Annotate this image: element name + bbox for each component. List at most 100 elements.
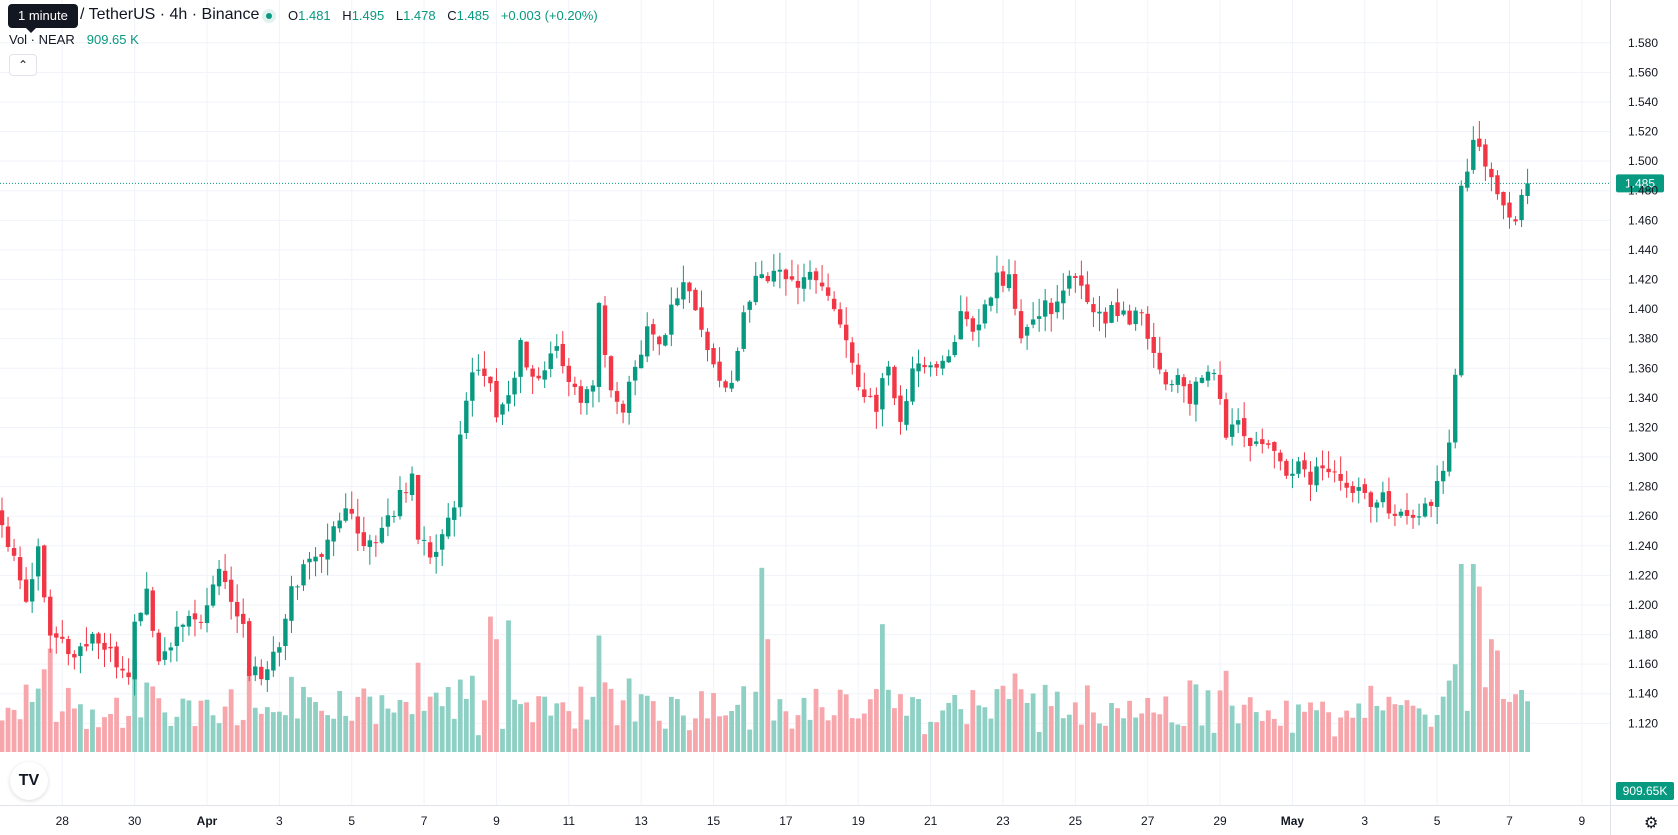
candle-body [910, 368, 915, 402]
symbol-title[interactable]: / TetherUS · 4h · Binance [80, 6, 260, 23]
volume-bar [17, 719, 23, 752]
candle-body [512, 377, 517, 395]
price-tick-label: 1.400 [1628, 302, 1658, 316]
candle-body [1193, 381, 1199, 405]
volume-bar [427, 696, 433, 752]
volume-bar [650, 701, 656, 752]
candle-body [132, 621, 137, 680]
volume-bar [246, 668, 252, 752]
tradingview-logo[interactable]: TV [10, 762, 48, 800]
volume-bar [1006, 699, 1012, 752]
volume-bar [1416, 708, 1422, 752]
candle-body [1489, 168, 1494, 178]
candle-body [952, 342, 957, 356]
candle-body [367, 540, 373, 547]
volume-bar [102, 717, 107, 752]
chevron-up-icon: ⌃ [17, 58, 29, 72]
candle-body [1320, 465, 1325, 469]
price-tick-label: 1.540 [1628, 95, 1658, 109]
volume-bar [1115, 708, 1120, 752]
candle-body [1326, 468, 1331, 473]
price-tick-label: 1.300 [1628, 450, 1658, 464]
time-tick-label: 3 [1361, 814, 1368, 828]
candle-body [886, 366, 891, 376]
volume-bar [1139, 713, 1145, 752]
volume-bar [488, 616, 493, 752]
volume-bar [602, 682, 608, 752]
candle-body [1495, 175, 1500, 195]
candle-body [572, 383, 578, 387]
last-price-line: 1.485 909.65K [0, 174, 1674, 800]
time-tick-label: 9 [1579, 814, 1586, 828]
collapse-legend-button[interactable]: ⌃ [9, 54, 37, 76]
last-price-label: 1.485 [1625, 176, 1655, 190]
candle-body [554, 346, 559, 351]
volume-bar [729, 710, 735, 752]
candle-body [120, 668, 125, 671]
volume-bar [270, 712, 276, 752]
volume-bar [108, 713, 113, 752]
volume-bar [1000, 685, 1006, 752]
volume-bar [910, 697, 915, 752]
volume-bar [879, 624, 885, 752]
volume-bar [343, 715, 349, 752]
volume-bar [982, 707, 988, 752]
volume-bar [463, 698, 469, 752]
candle-body [831, 298, 837, 310]
volume-bar [843, 694, 849, 752]
volume-bar [391, 712, 397, 752]
volume-bar [264, 707, 270, 752]
candle-body [1374, 502, 1380, 508]
candle-body [1139, 312, 1144, 314]
candle-body [584, 389, 590, 404]
candle-body [494, 380, 499, 418]
volume-bar [705, 718, 710, 752]
gear-icon[interactable]: ⚙ [1644, 815, 1659, 832]
time-tick-label: 9 [493, 814, 500, 828]
candle-body [663, 335, 668, 346]
volume-bar [295, 718, 300, 752]
candle-body [645, 326, 650, 357]
candle-body [222, 570, 228, 583]
volume-bar [928, 721, 934, 752]
volume-bar [572, 728, 578, 752]
volume-bar [566, 711, 572, 752]
candle-body [313, 556, 318, 562]
volume-bar [765, 639, 771, 752]
time-tick-label: 5 [348, 814, 355, 828]
candle-body [1024, 327, 1030, 336]
candle-body [1459, 185, 1464, 376]
volume-bar [958, 709, 964, 752]
candle-body [1163, 372, 1168, 385]
candle-body [210, 584, 216, 606]
candle-body [1483, 144, 1488, 167]
candle-body [1296, 461, 1301, 474]
volume-bar [397, 699, 403, 752]
market-status-icon[interactable] [262, 9, 276, 23]
candle-body [1127, 310, 1132, 325]
candle-body [1332, 471, 1337, 473]
volume-bar [41, 669, 47, 752]
candle-body [1302, 460, 1307, 470]
volume-bar [1265, 710, 1271, 752]
volume-bar [234, 725, 240, 752]
candle-body [1091, 304, 1096, 313]
volume-bar [1024, 702, 1030, 752]
volume-legend[interactable]: Vol · NEAR 909.65 K [9, 32, 139, 47]
candle-body [283, 618, 288, 647]
candle-body [1006, 274, 1012, 289]
volume-bar [204, 699, 210, 752]
volume-bar [180, 698, 186, 752]
candle-body [765, 275, 771, 282]
volume-bar [186, 700, 192, 752]
candle-body [253, 666, 258, 676]
change-value: +0.003 (+0.20%) [500, 8, 598, 23]
candle-body [0, 510, 5, 526]
time-tick-label: 27 [1141, 814, 1155, 828]
candle-body [180, 624, 186, 627]
candle-body [1018, 311, 1024, 339]
candle-body [1284, 460, 1289, 476]
candle-body [1235, 420, 1241, 425]
volume-bar [373, 724, 379, 752]
